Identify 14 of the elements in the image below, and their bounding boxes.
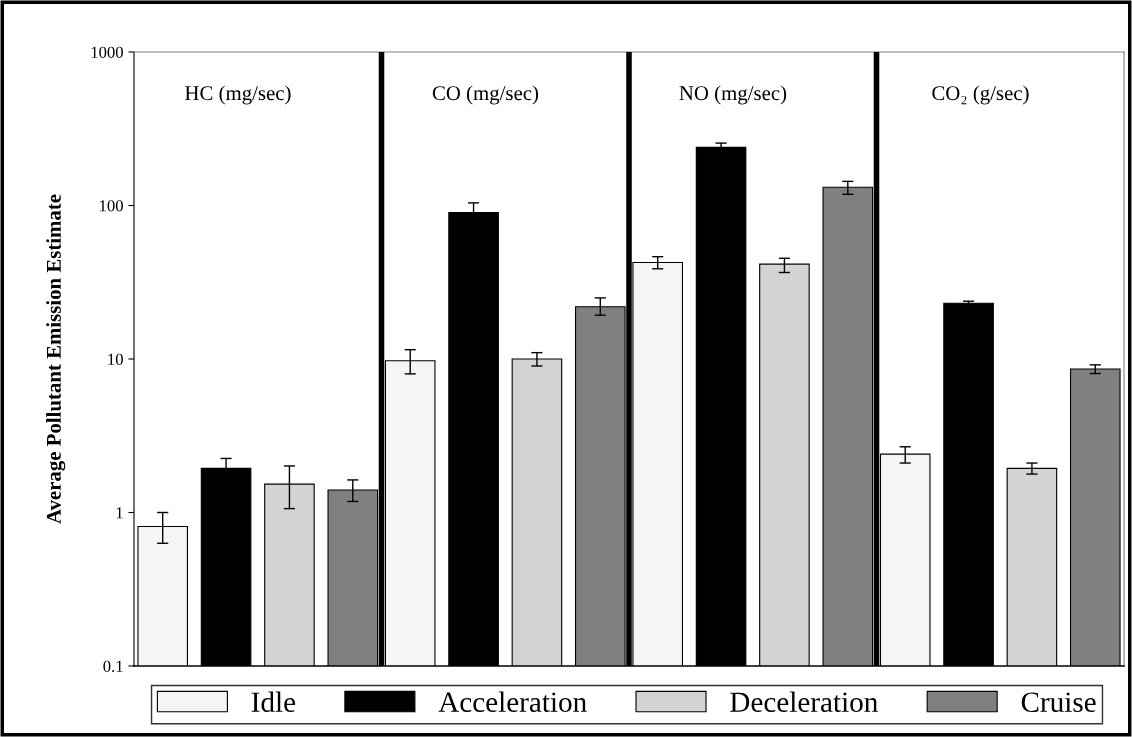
y-tick-label: 1000	[91, 46, 123, 58]
y-tick-label: 10	[108, 353, 123, 365]
x-tick-label: HC (mg/sec)	[185, 85, 291, 105]
y-tick-label: 0.1	[103, 660, 123, 673]
legend-label: Acceleration	[438, 691, 587, 713]
x-tick-label: CO (mg/sec)	[432, 85, 539, 105]
x-tick-label: CO₂ (g/sec)	[932, 85, 1029, 105]
y-axis-title: Average Pollutant Emission Estimate	[46, 194, 66, 524]
legend-label: Deceleration	[730, 691, 878, 713]
y-tick-label: 1	[116, 507, 123, 519]
x-tick-label: NO (mg/sec)	[679, 85, 787, 105]
legend-label: Idle	[251, 691, 296, 713]
legend-label: Cruise	[1021, 692, 1096, 713]
y-tick-label: 100	[100, 200, 123, 212]
